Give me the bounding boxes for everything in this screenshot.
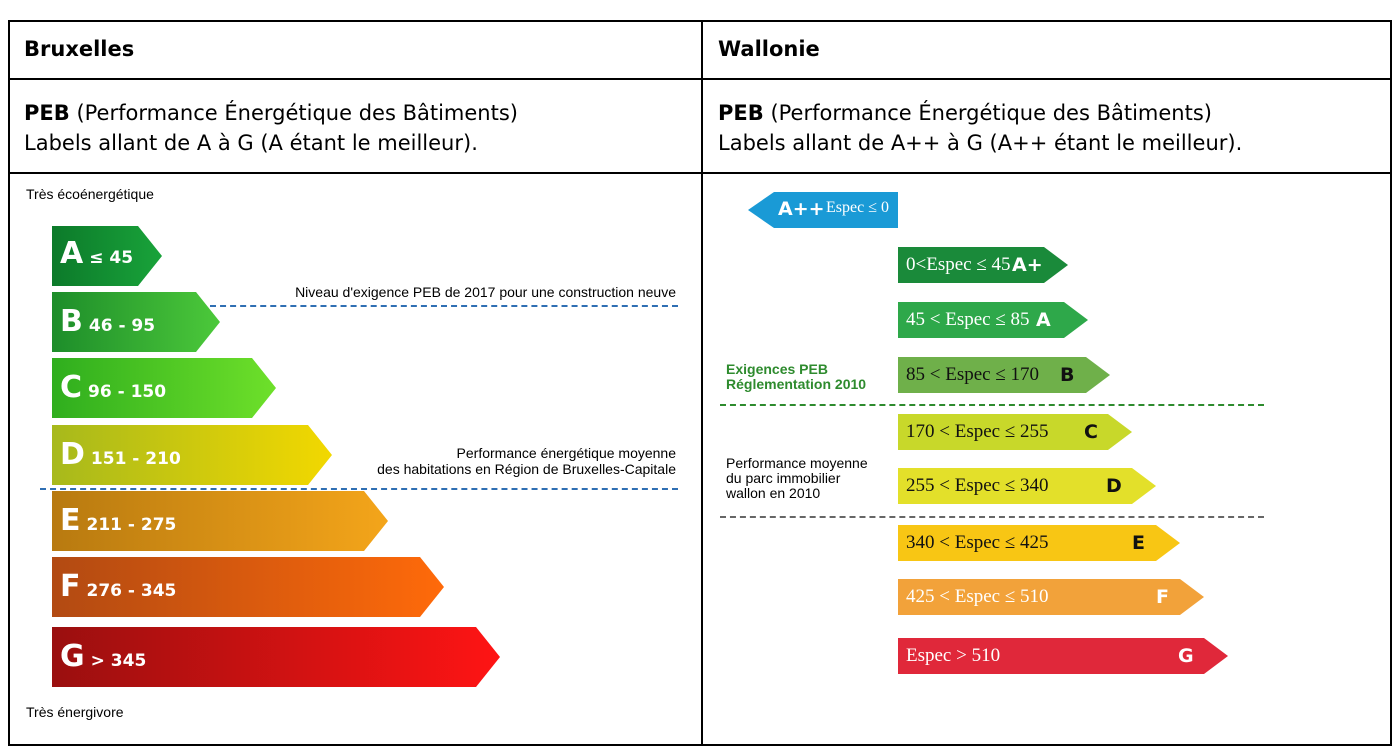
wal-peb-full: (Performance Énergétique des Bâtiments) — [770, 101, 1212, 125]
wal-range-a: 45 < Espec ≤ 85 — [906, 309, 1030, 330]
wal-arrow-ap — [898, 247, 1068, 283]
bxl-label-g: G > 345 — [60, 639, 146, 674]
wal-range-ap: 0<Espec ≤ 45 — [906, 254, 1011, 275]
bxl-label-f: F 276 - 345 — [60, 569, 176, 604]
wal-range-f: 425 < Espec ≤ 510 — [906, 586, 1049, 607]
bxl-arrow-f — [52, 557, 444, 617]
bxl-arrow-g — [52, 627, 500, 687]
bxl-letter-c: C — [60, 370, 83, 405]
wal-letter-g: G — [1178, 645, 1194, 667]
bxl-arrow-b — [52, 292, 220, 352]
bxl-arrow-d — [52, 425, 332, 485]
bxl-labels-text: Labels allant de A à G (A étant le meill… — [24, 131, 478, 155]
wal-letter-ap: A+ — [1012, 254, 1043, 276]
wal-arrow-c — [898, 414, 1132, 450]
bxl-top-caption: Très écoénergétique — [26, 186, 154, 202]
bxl-range-c: 96 - 150 — [88, 382, 167, 402]
wal-note-performance: Performance moyenne du parc immobilier w… — [726, 456, 868, 501]
wal-note-performance-line2: du parc immobilier — [726, 470, 841, 486]
wal-letter-d: D — [1106, 475, 1122, 497]
wal-peb-title: PEB — [718, 101, 764, 125]
wal-arrow-g — [898, 638, 1228, 674]
bxl-label-d: D 151 - 210 — [60, 437, 181, 472]
wal-arrow-f — [898, 579, 1204, 615]
row-divider-2 — [8, 172, 1392, 174]
header-bruxelles: Bruxelles — [24, 37, 135, 61]
wal-labels-text: Labels allant de A++ à G (A++ étant le m… — [718, 131, 1243, 155]
wal-note-exigences-line1: Exigences PEB — [726, 361, 828, 377]
bxl-range-b: 46 - 95 — [88, 316, 156, 336]
wal-line-performance — [720, 516, 1264, 518]
bxl-note-average: Performance énergétique moyenne des habi… — [300, 445, 676, 477]
bxl-peb-description: PEB (Performance Énergétique des Bâtimen… — [24, 98, 694, 158]
header-wallonie: Wallonie — [718, 37, 820, 61]
bxl-bottom-caption: Très énergivore — [26, 704, 124, 720]
wal-letter-e: E — [1132, 532, 1145, 554]
wal-note-performance-line1: Performance moyenne — [726, 455, 868, 471]
bxl-range-a: ≤ 45 — [89, 248, 134, 268]
bxl-note-average-line1: Performance énergétique moyenne — [456, 445, 676, 461]
row-divider-1 — [8, 78, 1392, 80]
wal-note-exigences: Exigences PEB Réglementation 2010 — [726, 362, 866, 392]
bxl-label-e: E 211 - 275 — [60, 503, 176, 538]
bxl-label-a: A ≤ 45 — [60, 236, 133, 271]
wal-arrow-a — [898, 302, 1088, 338]
wal-letter-app: A++ — [778, 198, 825, 220]
wal-range-g: Espec > 510 — [906, 645, 1001, 666]
bxl-arrow-c — [52, 358, 276, 418]
wal-range-d: 255 < Espec ≤ 340 — [906, 475, 1049, 496]
bxl-line-average — [40, 488, 678, 490]
bxl-letter-a: A — [60, 236, 84, 271]
bxl-arrow-a — [52, 226, 162, 286]
wal-letter-b: B — [1060, 364, 1075, 386]
bxl-letter-b: B — [60, 304, 83, 339]
wal-range-e: 340 < Espec ≤ 425 — [906, 532, 1049, 553]
bxl-label-b: B 46 - 95 — [60, 304, 155, 339]
bxl-range-g: > 345 — [90, 651, 147, 671]
bxl-letter-f: F — [60, 569, 81, 604]
wal-arrow-e — [898, 525, 1180, 561]
wal-range-c: 170 < Espec ≤ 255 — [906, 421, 1049, 442]
bxl-peb-full: (Performance Énergétique des Bâtiments) — [76, 101, 518, 125]
bxl-arrow-e — [52, 491, 388, 551]
bxl-line-2017 — [210, 305, 678, 307]
wal-arrow-b — [898, 357, 1110, 393]
bxl-range-e: 211 - 275 — [86, 515, 177, 535]
wal-arrow-d — [898, 468, 1156, 504]
bxl-range-d: 151 - 210 — [90, 449, 181, 469]
bxl-letter-d: D — [60, 437, 85, 472]
bxl-range-f: 276 - 345 — [86, 581, 177, 601]
bxl-letter-e: E — [60, 503, 81, 538]
wal-letter-a: A — [1036, 309, 1051, 331]
bxl-peb-title: PEB — [24, 101, 70, 125]
wal-letter-f: F — [1156, 586, 1169, 608]
wal-range-b: 85 < Espec ≤ 170 — [906, 364, 1040, 385]
bxl-label-c: C 96 - 150 — [60, 370, 166, 405]
wal-line-exigences — [720, 404, 1264, 406]
bxl-note-average-line2: des habitations en Région de Bruxelles-C… — [377, 461, 676, 477]
wal-note-exigences-line2: Réglementation 2010 — [726, 376, 867, 392]
wal-peb-description: PEB (Performance Énergétique des Bâtimen… — [718, 98, 1388, 158]
bxl-letter-g: G — [60, 639, 85, 674]
wal-arrow-app — [748, 192, 898, 228]
column-divider — [701, 20, 703, 746]
bxl-energy-scale — [52, 226, 500, 687]
wal-range-app: Espec ≤ 0 — [826, 199, 889, 216]
wal-letter-c: C — [1084, 421, 1098, 443]
bxl-note-2017: Niveau d'exigence PEB de 2017 pour une c… — [295, 284, 676, 300]
comparison-table — [8, 20, 1392, 746]
wal-note-performance-line3: wallon en 2010 — [726, 485, 821, 501]
